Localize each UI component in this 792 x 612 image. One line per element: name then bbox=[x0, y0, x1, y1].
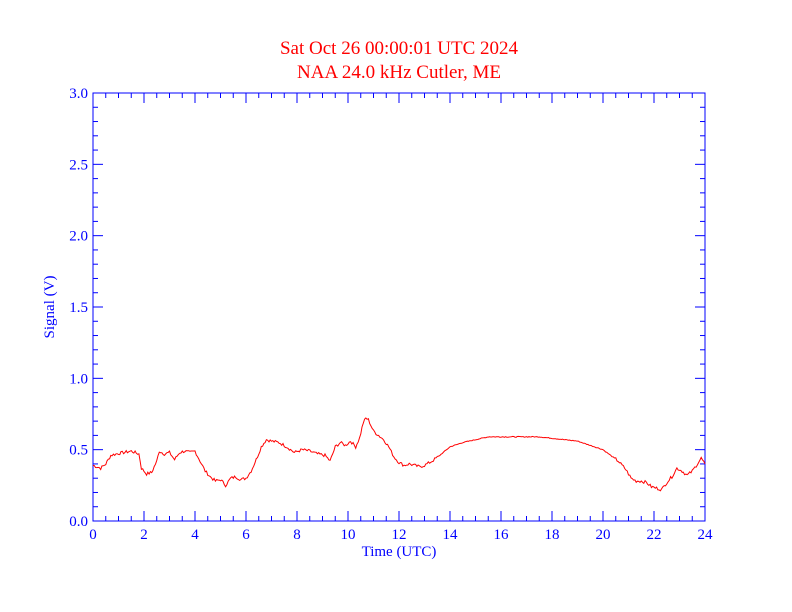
x-tick-label: 12 bbox=[392, 527, 407, 543]
x-tick-label: 22 bbox=[647, 527, 662, 543]
x-tick-label: 18 bbox=[545, 527, 560, 543]
x-tick-label: 0 bbox=[89, 527, 97, 543]
x-tick-label: 16 bbox=[494, 527, 510, 543]
y-tick-label: 1.5 bbox=[69, 300, 88, 316]
y-tick-label: 0.5 bbox=[69, 443, 88, 459]
x-tick-label: 4 bbox=[191, 527, 199, 543]
x-axis-label: Time (UTC) bbox=[362, 544, 437, 560]
x-tick-label: 24 bbox=[698, 527, 714, 543]
axis-ticks bbox=[92, 92, 706, 522]
x-tick-label: 2 bbox=[140, 527, 148, 543]
y-axis-label: Signal (V) bbox=[42, 276, 58, 339]
x-tick-label: 8 bbox=[293, 527, 301, 543]
chart-subtitle: NAA 24.0 kHz Cutler, ME bbox=[297, 62, 501, 83]
y-tick-label: 1.0 bbox=[69, 371, 88, 387]
y-tick-label: 0.0 bbox=[69, 514, 88, 530]
y-tick-label: 2.5 bbox=[69, 157, 88, 173]
y-tick-label: 3.0 bbox=[69, 86, 88, 102]
signal-series-line bbox=[92, 417, 706, 492]
x-tick-label: 6 bbox=[242, 527, 250, 543]
x-tick-label: 20 bbox=[596, 527, 611, 543]
y-tick-label: 2.0 bbox=[69, 229, 88, 245]
x-tick-label: 10 bbox=[341, 527, 356, 543]
x-tick-label: 14 bbox=[443, 527, 459, 543]
tick-labels: 0 2 4 6 8 10 12 14 16 18 20 22 240.00.51.01.52.02.53… bbox=[69, 86, 713, 543]
chart-title: Sat Oct 26 00:00:01 UTC 2024 bbox=[280, 38, 519, 59]
